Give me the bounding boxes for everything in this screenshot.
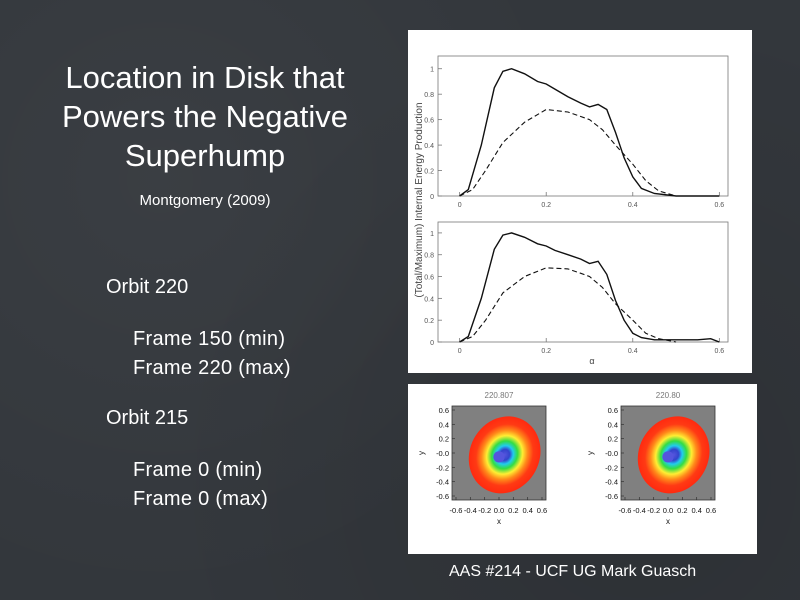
title-line: Powers the Negative: [61, 99, 349, 134]
x-tick-label: 0.6: [714, 348, 724, 355]
disk-x-tick-label: 0.2: [677, 506, 687, 515]
energy-production-svg: (Total/Maximum) Internal Energy Producti…: [408, 30, 752, 373]
slide-title: Location in Disk that Powers the Negativ…: [20, 58, 390, 175]
disk-xlabel: x: [666, 517, 670, 526]
disk-x-tick-label: 0.0: [663, 506, 673, 515]
disk-y-tick-label: 0.6: [439, 406, 449, 415]
y-tick-label: 0.2: [424, 318, 434, 325]
plot-panel-lower: 0 0.2 0.4 0.6 0.8 1 0 0.2 0.4 0.6: [424, 221, 729, 355]
sub-bullet-frame-min: Frame 150 (min): [133, 328, 286, 350]
disk-x-tick-label: 0.4: [691, 506, 701, 515]
series-line-total: [459, 67, 720, 197]
citation: Montgomery (2009): [139, 192, 271, 209]
x-tick-label: 0.2: [541, 348, 551, 355]
disk-ylabel: y: [417, 451, 426, 455]
x-tick-label: 0.4: [628, 202, 638, 209]
disk-y-tick-label: -0.0: [436, 449, 449, 458]
disk-y-tick-label: -0.6: [436, 492, 449, 501]
disk-map-figure: 220.807 0.6 0.4 0.2 -0.0 -0.2 -0.4 -0.6 -0.6 -0.4…: [408, 384, 757, 554]
disk-y-tick-label: 0.6: [608, 406, 618, 415]
disk-y-tick-label: -0.4: [436, 478, 449, 487]
y-tick-label: 0.6: [424, 118, 434, 125]
disk-x-tick-label: 0.6: [706, 506, 716, 515]
disk-contour: [637, 416, 710, 494]
series-line-dashed: [459, 108, 677, 197]
disk-x-tick-label: -0.6: [619, 506, 632, 515]
disk-x-tick-label: -0.2: [647, 506, 660, 515]
energy-ylabel: (Total/Maximum) Internal Energy Producti…: [414, 102, 425, 297]
disk-panel-title: 220.80: [656, 391, 681, 400]
disk-ylabel: y: [586, 451, 595, 455]
sub-bullet-frame-max: Frame 220 (max): [133, 357, 291, 379]
bullet-orbit-220: Orbit 220: [106, 276, 189, 298]
plot-frame: [437, 221, 729, 343]
disk-y-tick-label: 0.2: [439, 435, 449, 444]
disk-x-tick-label: 0.2: [508, 506, 518, 515]
y-tick-label: 0: [430, 340, 434, 347]
disk-x-tick-label: -0.4: [633, 506, 646, 515]
plot-frame: [437, 55, 729, 197]
disk-y-tick-label: 0.4: [439, 420, 449, 429]
disk-panel: 220.800.60.40.2-0.0-0.2-0.4-0.6-0.6 -0.4-…: [586, 391, 716, 526]
y-tick-label: 0.8: [424, 253, 434, 260]
disk-x-tick-label: 0.4: [522, 506, 532, 515]
disk-y-tick-label: -0.4: [605, 478, 618, 487]
disk-y-tick-label: -0.2: [605, 463, 618, 472]
disk-core: [493, 451, 505, 463]
bullet-orbit-215: Orbit 215: [106, 407, 189, 429]
energy-xlabel: α: [589, 356, 594, 366]
plot-panel-upper: 0 0.2 0.4 0.6 0.8 1 0 0.2 0.4 0.6: [424, 55, 729, 209]
y-tick-label: 0.4: [424, 143, 434, 150]
disk-xlabel: x: [497, 517, 501, 526]
series-line-dashed: [459, 267, 677, 343]
x-tick-label: 0.2: [541, 202, 551, 209]
disk-panel-title: 220.807: [485, 391, 514, 400]
series-line-total: [459, 232, 720, 343]
title-line: Superhump: [124, 138, 286, 173]
disk-x-tick-label: 0.6: [537, 506, 547, 515]
x-tick-label: 0.4: [628, 348, 638, 355]
energy-production-figure: (Total/Maximum) Internal Energy Producti…: [408, 30, 752, 373]
sub-bullet-frame-max: Frame 0 (max): [133, 488, 269, 510]
y-tick-label: 1: [430, 231, 434, 238]
disk-contour: [468, 416, 541, 494]
sub-bullet-frame-min: Frame 0 (min): [133, 459, 263, 481]
title-line: Location in Disk that: [65, 60, 345, 95]
disk-x-tick-label: -0.6: [450, 506, 463, 515]
x-tick-label: 0: [458, 348, 462, 355]
y-tick-label: 0: [430, 194, 434, 201]
disk-y-tick-label: 0.2: [608, 435, 618, 444]
y-tick-label: 0.8: [424, 92, 434, 99]
disk-y-tick-label: -0.0: [605, 449, 618, 458]
y-tick-label: 0.2: [424, 169, 434, 176]
disk-core: [662, 451, 674, 463]
disk-y-tick-label: 0.4: [608, 420, 618, 429]
disk-y-tick-label: -0.2: [436, 463, 449, 472]
disk-x-tick-label: -0.2: [478, 506, 491, 515]
disk-x-tick-label: 0.0: [494, 506, 504, 515]
y-tick-label: 0.6: [424, 275, 434, 282]
y-tick-label: 0.4: [424, 296, 434, 303]
y-tick-label: 1: [430, 67, 434, 74]
x-tick-label: 0: [458, 202, 462, 209]
disk-y-tick-label: -0.6: [605, 492, 618, 501]
disk-x-tick-label: -0.4: [464, 506, 477, 515]
credit-line: AAS #214 - UCF UG Mark Guasch: [449, 563, 697, 580]
x-tick-label: 0.6: [714, 202, 724, 209]
